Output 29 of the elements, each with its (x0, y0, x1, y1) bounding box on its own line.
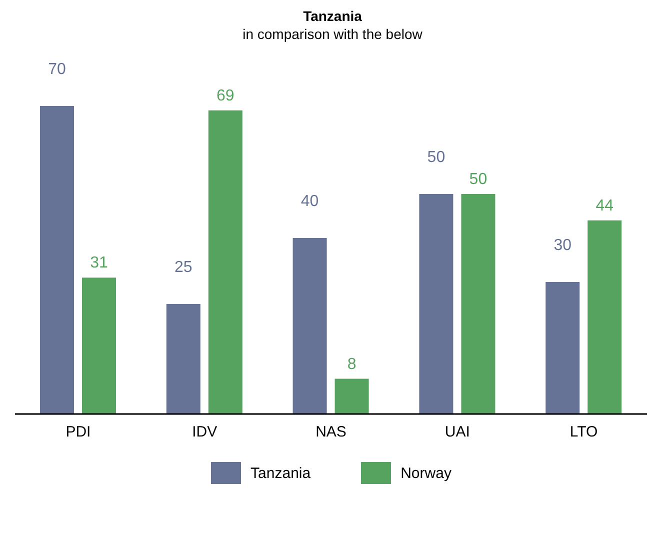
legend-label: Tanzania (250, 464, 311, 482)
data-label: 40 (300, 193, 319, 210)
bar (334, 378, 369, 414)
bar (461, 194, 496, 414)
bar (292, 238, 327, 414)
data-label: 30 (554, 237, 572, 254)
bar (82, 278, 116, 414)
data-label: 50 (427, 149, 446, 166)
x-tick-label: IDV (192, 424, 218, 441)
bar (588, 220, 622, 414)
chart-subtitle: in comparison with the below (242, 26, 424, 42)
bar (419, 194, 454, 414)
x-tick-label: NAS (316, 424, 346, 441)
x-tick-label: LTO (570, 424, 598, 441)
data-label: 25 (174, 259, 192, 276)
x-tick-label: PDI (66, 424, 91, 441)
data-label: 69 (216, 87, 234, 104)
data-label: 31 (90, 254, 108, 272)
data-label: 8 (347, 356, 356, 373)
data-label: 70 (48, 61, 66, 78)
bar (208, 110, 242, 414)
x-tick-label: UAI (444, 424, 470, 441)
bar (166, 304, 200, 414)
data-label: 44 (596, 197, 614, 214)
bar (40, 106, 74, 414)
data-label: 50 (469, 171, 488, 188)
chart-title: Tanzania (302, 8, 363, 24)
legend-label: Norway (400, 464, 452, 482)
bar (546, 282, 580, 414)
